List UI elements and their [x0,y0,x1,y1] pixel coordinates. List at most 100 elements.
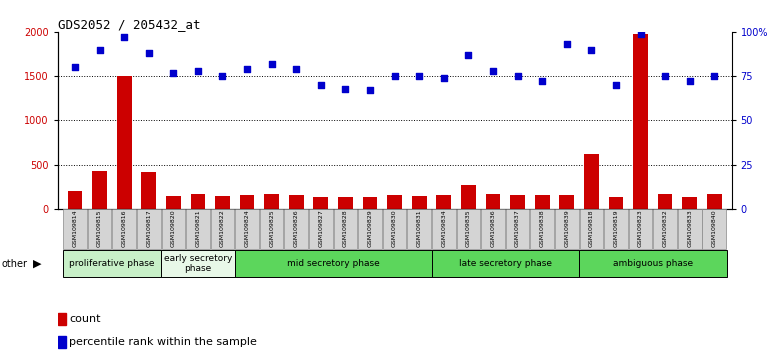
FancyBboxPatch shape [383,209,407,249]
Text: GSM109831: GSM109831 [417,210,422,247]
Text: GSM109820: GSM109820 [171,210,176,247]
FancyBboxPatch shape [432,209,456,249]
Point [241,66,253,72]
Bar [535,195,550,209]
FancyBboxPatch shape [333,209,357,249]
Text: GSM109829: GSM109829 [367,210,373,247]
Bar [682,198,697,209]
Point [487,68,499,74]
FancyBboxPatch shape [702,209,726,249]
FancyBboxPatch shape [579,250,727,277]
Text: GSM109818: GSM109818 [589,210,594,247]
Bar [68,191,82,209]
FancyBboxPatch shape [211,209,234,249]
FancyBboxPatch shape [260,209,283,249]
Text: GSM109819: GSM109819 [614,210,618,247]
FancyBboxPatch shape [284,209,308,249]
FancyBboxPatch shape [235,250,431,277]
Bar [412,196,427,209]
Text: GSM109826: GSM109826 [294,210,299,247]
Text: ▶: ▶ [33,259,42,269]
Text: GSM109838: GSM109838 [540,210,544,247]
Bar [142,172,156,209]
FancyBboxPatch shape [407,209,431,249]
Text: GSM109821: GSM109821 [196,210,200,247]
FancyBboxPatch shape [236,209,259,249]
Text: GSM109815: GSM109815 [97,210,102,247]
Bar [58,313,66,325]
Point [585,47,598,52]
FancyBboxPatch shape [162,209,185,249]
Text: GDS2052 / 205432_at: GDS2052 / 205432_at [58,18,200,31]
Text: percentile rank within the sample: percentile rank within the sample [69,337,257,347]
Point [413,73,425,79]
FancyBboxPatch shape [309,209,333,249]
Bar [633,34,648,209]
Text: GSM109824: GSM109824 [245,210,249,247]
Point [610,82,622,88]
Bar [584,154,599,209]
FancyBboxPatch shape [457,209,480,249]
Text: GSM109840: GSM109840 [711,210,717,247]
FancyBboxPatch shape [431,250,579,277]
Point [634,31,647,36]
Text: GSM109836: GSM109836 [490,210,495,247]
Text: GSM109830: GSM109830 [392,210,397,247]
Text: GSM109823: GSM109823 [638,210,643,247]
Text: late secretory phase: late secretory phase [459,259,552,268]
Text: GSM109825: GSM109825 [270,210,274,247]
Text: GSM109837: GSM109837 [515,210,520,247]
Bar [437,195,451,209]
Bar [239,195,254,209]
Text: GSM109822: GSM109822 [220,210,225,247]
FancyBboxPatch shape [88,209,112,249]
Text: GSM109834: GSM109834 [441,210,447,247]
FancyBboxPatch shape [506,209,530,249]
FancyBboxPatch shape [112,209,136,249]
Point [216,73,229,79]
Text: proliferative phase: proliferative phase [69,259,155,268]
Text: early secretory
phase: early secretory phase [164,254,232,273]
Point [364,87,377,93]
Bar [92,171,107,209]
Bar [363,198,377,209]
Bar [338,198,353,209]
Bar [215,195,230,209]
FancyBboxPatch shape [63,209,87,249]
Bar [559,195,574,209]
Bar [264,194,279,209]
Point [462,52,474,58]
FancyBboxPatch shape [653,209,677,249]
Text: ambiguous phase: ambiguous phase [613,259,693,268]
Bar [166,195,181,209]
Point [708,73,721,79]
Point [315,82,327,88]
FancyBboxPatch shape [604,209,628,249]
Bar [658,194,672,209]
Point [192,68,204,74]
Bar [461,185,476,209]
Text: GSM109832: GSM109832 [663,210,668,247]
Text: GSM109827: GSM109827 [318,210,323,247]
Bar [511,195,525,209]
Bar [707,194,721,209]
FancyBboxPatch shape [481,209,505,249]
Bar [387,195,402,209]
FancyBboxPatch shape [555,209,578,249]
FancyBboxPatch shape [358,209,382,249]
Bar [190,194,206,209]
FancyBboxPatch shape [62,250,161,277]
Point [118,34,130,40]
Point [167,70,179,75]
Bar [608,198,623,209]
Bar [117,76,132,209]
FancyBboxPatch shape [186,209,209,249]
Point [388,73,400,79]
Text: GSM109833: GSM109833 [687,210,692,247]
Point [511,73,524,79]
Point [340,86,352,91]
Point [290,66,303,72]
Point [684,79,696,84]
Point [659,73,671,79]
FancyBboxPatch shape [137,209,160,249]
